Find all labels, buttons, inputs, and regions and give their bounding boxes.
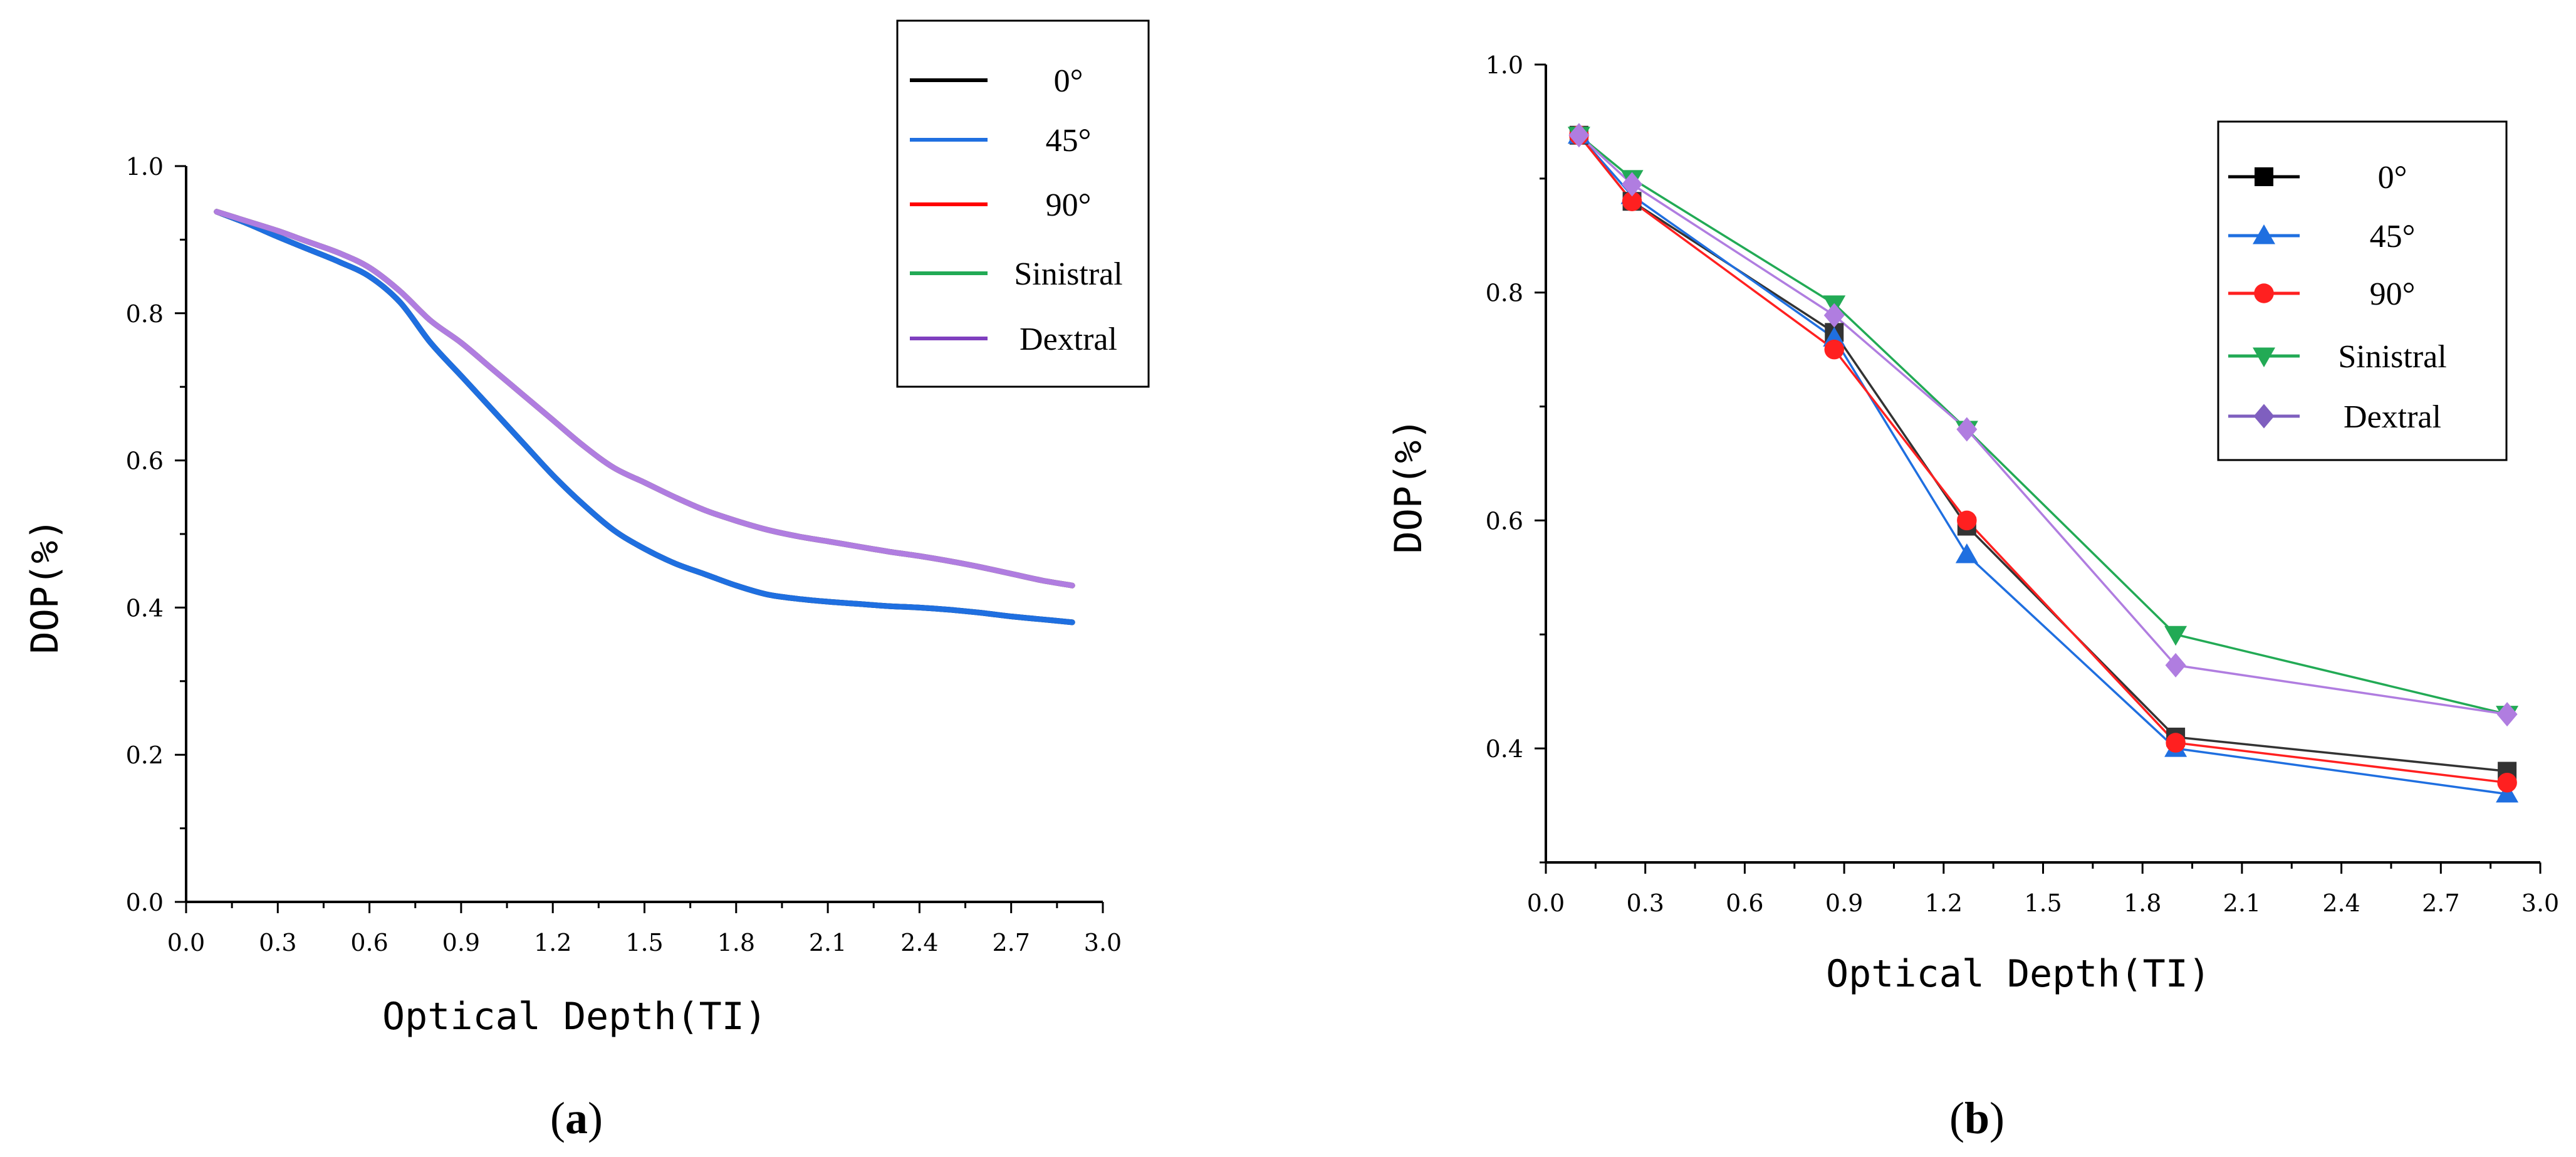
legend-marker-b-2 <box>2254 283 2274 303</box>
data-point-b-2 <box>1824 339 1844 360</box>
y-tick-label-a: 0.0 <box>126 889 164 916</box>
legend-marker-b-3 <box>2253 347 2275 367</box>
x-tick-label-b: 2.7 <box>2422 889 2459 917</box>
legend-label-b-0: 0° <box>2378 160 2407 196</box>
x-tick-label-b: 1.2 <box>1925 889 1963 917</box>
series-b <box>1567 123 2519 803</box>
series-line-b-4 <box>1578 134 2508 716</box>
series-line-b-2 <box>1578 134 2508 784</box>
data-point-b-2 <box>1957 510 1977 531</box>
chart-panel-b: 0.0 0.3 0.6 0.9 1.2 1.5 1.8 2.1 2.4 2.7 3.0 0.4 0.6 0… <box>1387 51 2559 1143</box>
chart-panel-a: 0.0 0.3 0.6 0.9 1.2 1.5 1.8 2.1 2.4 2.7 3.0 0.0 0.2 0… <box>23 19 1150 1143</box>
y-axis-label-b: DOP(%) <box>1387 418 1431 554</box>
x-tick-label-a: 2.1 <box>809 929 847 956</box>
legend-marker-b-1 <box>2253 224 2275 244</box>
y-tick-label-a: 0.6 <box>126 448 164 475</box>
legend-label-a-0: 0° <box>1054 63 1083 99</box>
legend-label-a-3: Sinistral <box>1014 256 1122 292</box>
data-point-b-2 <box>2166 733 2186 753</box>
x-tick-label-a: 2.4 <box>900 929 938 956</box>
x-tick-label-a: 1.5 <box>625 929 663 956</box>
y-tick-label-b: 0.6 <box>1486 507 1523 535</box>
x-tick-label-b: 2.1 <box>2223 889 2261 917</box>
x-tick-label-b: 0.0 <box>1527 889 1565 917</box>
data-point-b-2 <box>1622 191 1642 211</box>
x-tick-label-a: 0.0 <box>167 929 205 956</box>
panel-letter-b: b <box>1964 1093 1989 1143</box>
panel-letter-a: a <box>565 1093 588 1143</box>
y-tick-label-b: 0.4 <box>1486 735 1523 763</box>
panel-label-b: (b) <box>1949 1093 2005 1143</box>
x-axis-label-a: Optical Depth(TI) <box>382 995 767 1039</box>
legend-label-b-1: 45° <box>2370 219 2416 254</box>
data-point-b-4 <box>1823 303 1845 328</box>
data-point-b-4 <box>2165 652 2186 678</box>
data-point-b-2 <box>2497 772 2517 793</box>
data-point-b-1 <box>1955 543 1978 563</box>
legend-label-a-2: 90° <box>1046 187 1092 223</box>
y-axis-label-a: DOP(%) <box>23 518 67 654</box>
legend-label-a-4: Dextral <box>1019 322 1117 357</box>
legend-label-b-3: Sinistral <box>2338 339 2446 375</box>
x-tick-label-b: 3.0 <box>2521 889 2559 917</box>
x-tick-label-a: 0.6 <box>350 929 388 956</box>
x-tick-label-a: 1.8 <box>717 929 755 956</box>
x-tick-label-b: 0.9 <box>1825 889 1863 917</box>
data-point-b-4 <box>1568 123 1590 148</box>
legend-label-b-4: Dextral <box>2344 399 2441 435</box>
x-tick-label-a: 3.0 <box>1084 929 1122 956</box>
ticks-a: 0.0 0.3 0.6 0.9 1.2 1.5 1.8 2.1 2.4 2.7 3.0 0.0 0.2 0… <box>126 153 1122 956</box>
x-tick-label-b: 2.4 <box>2322 889 2360 917</box>
data-point-b-4 <box>1622 172 1643 197</box>
x-tick-label-b: 0.6 <box>1726 889 1763 917</box>
y-tick-label-b: 0.8 <box>1486 280 1523 307</box>
y-tick-label-a: 0.4 <box>126 594 164 622</box>
y-tick-label-b: 1.0 <box>1486 51 1523 79</box>
data-point-b-4 <box>2496 702 2518 727</box>
series-a <box>214 209 1075 626</box>
series-line-a-4 <box>214 209 1075 589</box>
x-tick-label-a: 1.2 <box>534 929 571 956</box>
ticks-b: 0.0 0.3 0.6 0.9 1.2 1.5 1.8 2.1 2.4 2.7 3.0 0.4 0.6 0… <box>1486 51 2560 917</box>
x-tick-label-a: 0.3 <box>259 929 296 956</box>
x-tick-label-a: 0.9 <box>442 929 480 956</box>
legend-a: 0° 45° 90° Sinistral Dextral <box>896 19 1150 388</box>
series-line-a-1 <box>214 209 1075 626</box>
x-tick-label-b: 0.3 <box>1626 889 1664 917</box>
x-tick-label-b: 1.5 <box>2024 889 2062 917</box>
legend-b: 0° 45° 90° Sinistral Dextral <box>2217 120 2508 461</box>
legend-marker-b-0 <box>2255 167 2273 186</box>
data-point-b-3 <box>2164 626 2188 646</box>
y-tick-label-a: 1.0 <box>126 153 164 181</box>
x-tick-label-b: 1.8 <box>2124 889 2161 917</box>
legend-marker-b-4 <box>2253 404 2275 429</box>
legend-label-b-2: 90° <box>2370 276 2416 312</box>
y-tick-label-a: 0.8 <box>126 300 164 328</box>
legend-label-a-1: 45° <box>1046 123 1092 159</box>
x-tick-label-a: 2.7 <box>992 929 1030 956</box>
data-point-b-1 <box>2496 782 2519 803</box>
x-axis-label-b: Optical Depth(TI) <box>1826 952 2211 996</box>
panel-label-a: (a) <box>550 1093 603 1143</box>
data-point-b-4 <box>1956 417 1978 442</box>
y-tick-label-a: 0.2 <box>126 741 164 769</box>
